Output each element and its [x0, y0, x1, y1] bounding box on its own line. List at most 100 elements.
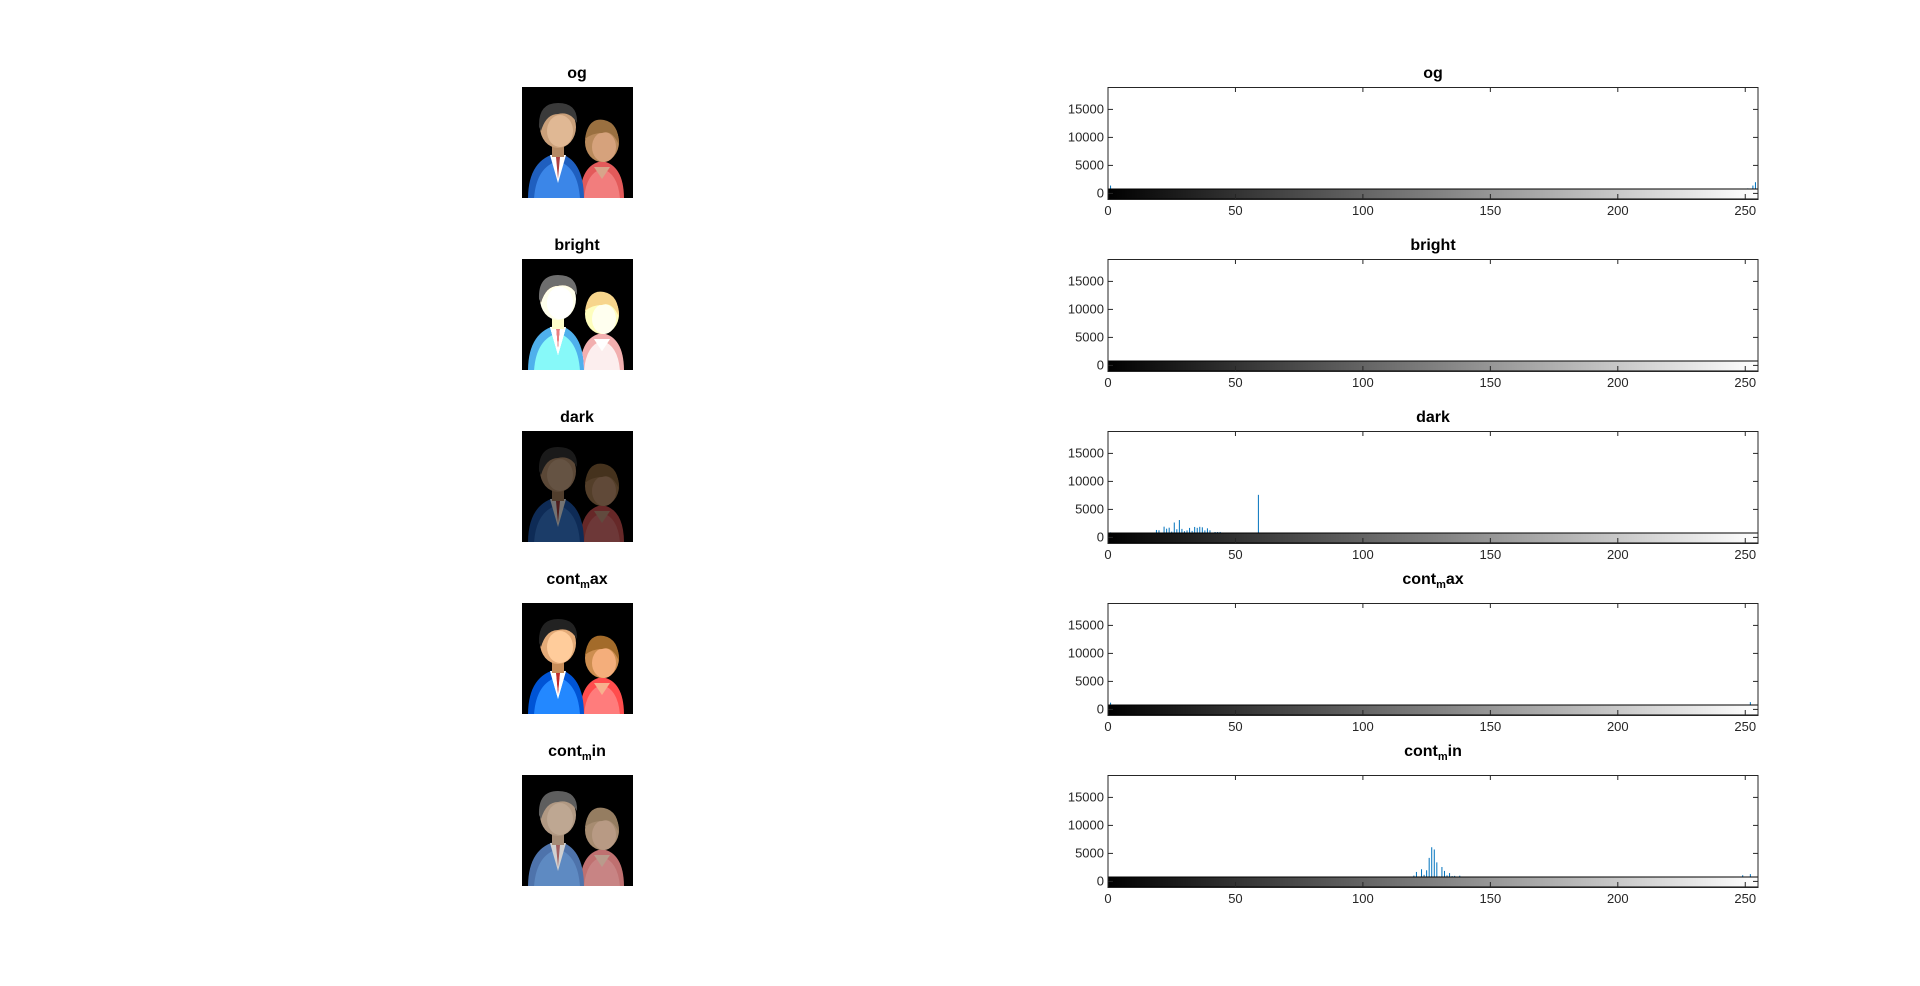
x-tick-label: 150 [1480, 203, 1502, 218]
histogram-title-dark: dark [1416, 409, 1450, 427]
histogram-og: 0 5000 10000 15000 0 50 100 150 200 250 [1068, 87, 1759, 218]
y-tick-label: 0 [1097, 701, 1104, 716]
histogram-dark: 0 5000 10000 15000 0 50 100 150 200 250 [1068, 431, 1759, 562]
title-text: dark [560, 409, 594, 426]
y-tick-label: 10000 [1068, 817, 1104, 832]
histogram-bar [1441, 866, 1443, 882]
title-subscript: m [580, 579, 590, 592]
image-title-cont_max: contmax [546, 571, 607, 591]
x-tick-label: 100 [1352, 719, 1374, 734]
x-tick-label: 200 [1607, 547, 1629, 562]
y-tick-label: 5000 [1075, 501, 1104, 516]
histogram-title-bright: bright [1410, 237, 1455, 255]
image-bright [522, 259, 633, 370]
axes-box [1107, 603, 1759, 716]
y-tick-label: 10000 [1068, 301, 1104, 316]
x-tick-label: 50 [1228, 203, 1242, 218]
histogram-bar [1754, 182, 1756, 194]
x-tick-label: 0 [1104, 547, 1111, 562]
x-tick-label: 100 [1352, 375, 1374, 390]
x-tick-label: 50 [1228, 719, 1242, 734]
histogram-bar [1433, 849, 1435, 882]
x-tick-label: 50 [1228, 375, 1242, 390]
x-tick-label: 50 [1228, 547, 1242, 562]
image-title-cont_min: contmin [548, 743, 606, 763]
axes-box [1107, 87, 1759, 200]
x-tick-label: 0 [1104, 891, 1111, 906]
x-tick-label: 250 [1734, 203, 1756, 218]
histogram-bar [1443, 870, 1445, 882]
x-tick-label: 100 [1352, 891, 1374, 906]
title-text: bright [554, 237, 600, 254]
title-subscript: m [1437, 751, 1448, 764]
x-tick-label: 200 [1607, 375, 1629, 390]
x-tick-label: 100 [1352, 203, 1374, 218]
grayscale-colorbar [1107, 532, 1759, 544]
title-subscript: m [1436, 579, 1446, 592]
histogram-bar [1163, 526, 1165, 538]
image-title-og: og [567, 65, 587, 83]
histogram-cont_min: 0 5000 10000 15000 0 50 100 150 200 250 [1068, 775, 1759, 906]
title-tail: ax [1445, 571, 1464, 588]
image-title-dark: dark [560, 409, 594, 427]
y-tick-label: 15000 [1068, 789, 1104, 804]
y-tick-label: 0 [1097, 873, 1104, 888]
title-text: dark [1416, 409, 1450, 426]
x-tick-label: 150 [1480, 719, 1502, 734]
grayscale-colorbar [1107, 188, 1759, 200]
y-tick-label: 10000 [1068, 129, 1104, 144]
y-tick-label: 15000 [1068, 617, 1104, 632]
y-tick-label: 0 [1097, 529, 1104, 544]
grayscale-colorbar [1107, 360, 1759, 372]
histogram-bright: 0 5000 10000 15000 0 50 100 150 200 250 [1068, 259, 1759, 390]
histogram-bar [1178, 520, 1180, 538]
histogram-bar [1436, 862, 1438, 882]
x-tick-label: 250 [1734, 547, 1756, 562]
y-tick-label: 5000 [1075, 329, 1104, 344]
y-tick-label: 15000 [1068, 101, 1104, 116]
x-tick-label: 200 [1607, 891, 1629, 906]
title-tail: in [591, 743, 606, 760]
histogram-cont_max: 0 5000 10000 15000 0 50 100 150 200 250 [1068, 603, 1759, 734]
y-tick-label: 0 [1097, 185, 1104, 200]
x-tick-label: 250 [1734, 891, 1756, 906]
y-tick-label: 5000 [1075, 673, 1104, 688]
x-tick-label: 250 [1734, 719, 1756, 734]
title-tail: ax [589, 571, 608, 588]
y-tick-label: 15000 [1068, 445, 1104, 460]
title-text: bright [1410, 237, 1456, 254]
x-tick-label: 0 [1104, 375, 1111, 390]
x-tick-label: 150 [1480, 375, 1502, 390]
y-tick-label: 5000 [1075, 157, 1104, 172]
histogram-bar [1428, 857, 1430, 882]
grayscale-colorbar [1107, 876, 1759, 888]
x-tick-label: 150 [1480, 891, 1502, 906]
histogram-title-cont_min: contmin [1404, 743, 1462, 763]
histogram-bar [1257, 494, 1259, 538]
y-tick-label: 5000 [1075, 845, 1104, 860]
histogram-bar [1199, 526, 1201, 538]
histogram-title-og: og [1423, 65, 1443, 83]
histogram-title-cont_max: contmax [1402, 571, 1463, 591]
image-cont_min [522, 775, 633, 886]
x-tick-label: 0 [1104, 203, 1111, 218]
title-text: cont [1402, 571, 1437, 588]
image-title-bright: bright [554, 237, 599, 255]
histogram-bar [1194, 526, 1196, 538]
x-tick-label: 200 [1607, 203, 1629, 218]
title-subscript: m [581, 751, 592, 764]
x-tick-label: 0 [1104, 719, 1111, 734]
title-text: og [1423, 65, 1443, 82]
histogram-bar [1426, 870, 1428, 882]
title-text: cont [1404, 743, 1438, 760]
y-tick-label: 15000 [1068, 273, 1104, 288]
x-tick-label: 200 [1607, 719, 1629, 734]
x-tick-label: 50 [1228, 891, 1242, 906]
histogram-bar [1421, 869, 1423, 882]
histogram-bar [1431, 847, 1433, 882]
grayscale-colorbar [1107, 704, 1759, 716]
y-tick-label: 10000 [1068, 473, 1104, 488]
title-text: og [567, 65, 587, 82]
title-text: cont [546, 571, 581, 588]
